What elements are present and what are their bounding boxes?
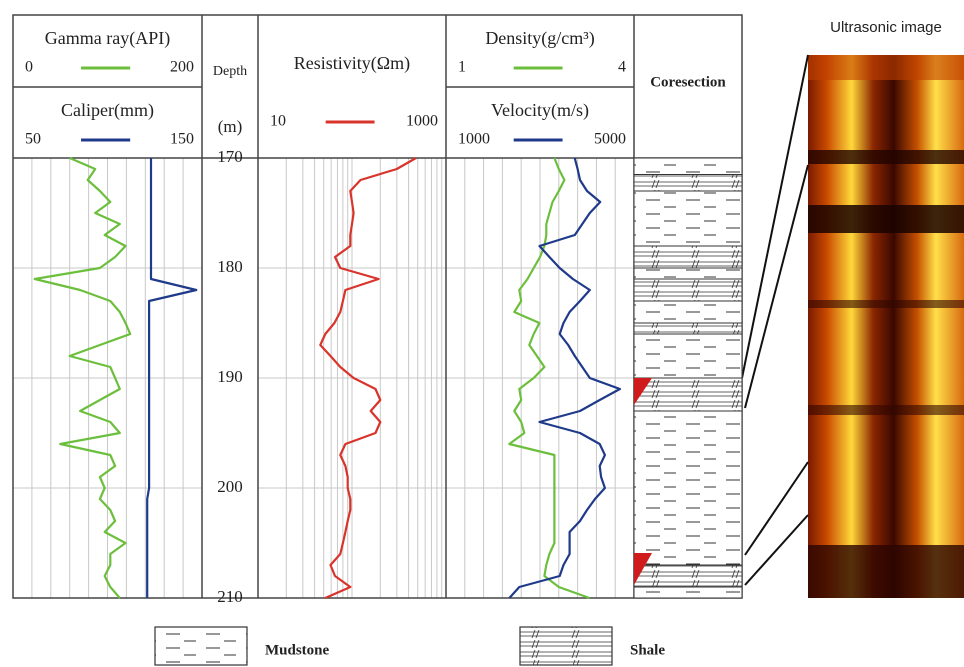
series-name: Velocity(m/s) [491, 100, 589, 121]
lithology-interval [634, 334, 742, 378]
y-tick-label: 170 [217, 147, 243, 166]
lithology-interval [634, 191, 742, 246]
lithology-interval [634, 378, 742, 411]
scale-min: 1000 [458, 131, 490, 148]
scale-min: 50 [25, 131, 41, 148]
legend-box [520, 627, 612, 665]
series-name: Resistivity(Ωm) [294, 53, 410, 74]
scale-max: 200 [170, 59, 194, 76]
y-tick-label: 190 [217, 367, 243, 386]
y-tick-label: 180 [217, 257, 243, 276]
lithology-interval [634, 246, 742, 268]
lithology-interval [634, 565, 742, 587]
coresection-title: Coresection [650, 74, 726, 90]
legend-box [155, 627, 247, 665]
lithology-interval [634, 279, 742, 301]
well-log-figure: Ultrasonic image Depth (m) Coresection 1… [0, 0, 964, 667]
connector-lines [742, 55, 808, 585]
scale-min: 10 [270, 113, 286, 130]
lithology-interval [634, 323, 742, 334]
image-title: Ultrasonic image [830, 19, 942, 36]
scale-max: 150 [170, 131, 194, 148]
ultrasonic-image [808, 55, 964, 598]
lithology-interval [634, 268, 742, 279]
series-name: Gamma ray(API) [45, 28, 170, 49]
lithology-interval [634, 175, 742, 192]
y-tick-label: 200 [217, 477, 243, 496]
lithology-interval [634, 411, 742, 565]
y-tick-label: 210 [217, 587, 243, 606]
legend-label: Mudstone [265, 642, 330, 658]
lithology-interval [634, 158, 742, 175]
series-name: Caliper(mm) [61, 100, 154, 121]
scale-max: 1000 [406, 113, 438, 130]
scale-max: 4 [618, 59, 626, 76]
lithology-interval [634, 301, 742, 323]
lithology-interval [634, 587, 742, 598]
legend-label: Shale [630, 642, 665, 658]
depth-unit: (m) [218, 117, 243, 136]
scale-min: 1 [458, 59, 466, 76]
scale-max: 5000 [594, 131, 626, 148]
series-name: Density(g/cm³) [485, 28, 594, 49]
scale-min: 0 [25, 59, 33, 76]
depth-title: Depth [213, 64, 247, 79]
